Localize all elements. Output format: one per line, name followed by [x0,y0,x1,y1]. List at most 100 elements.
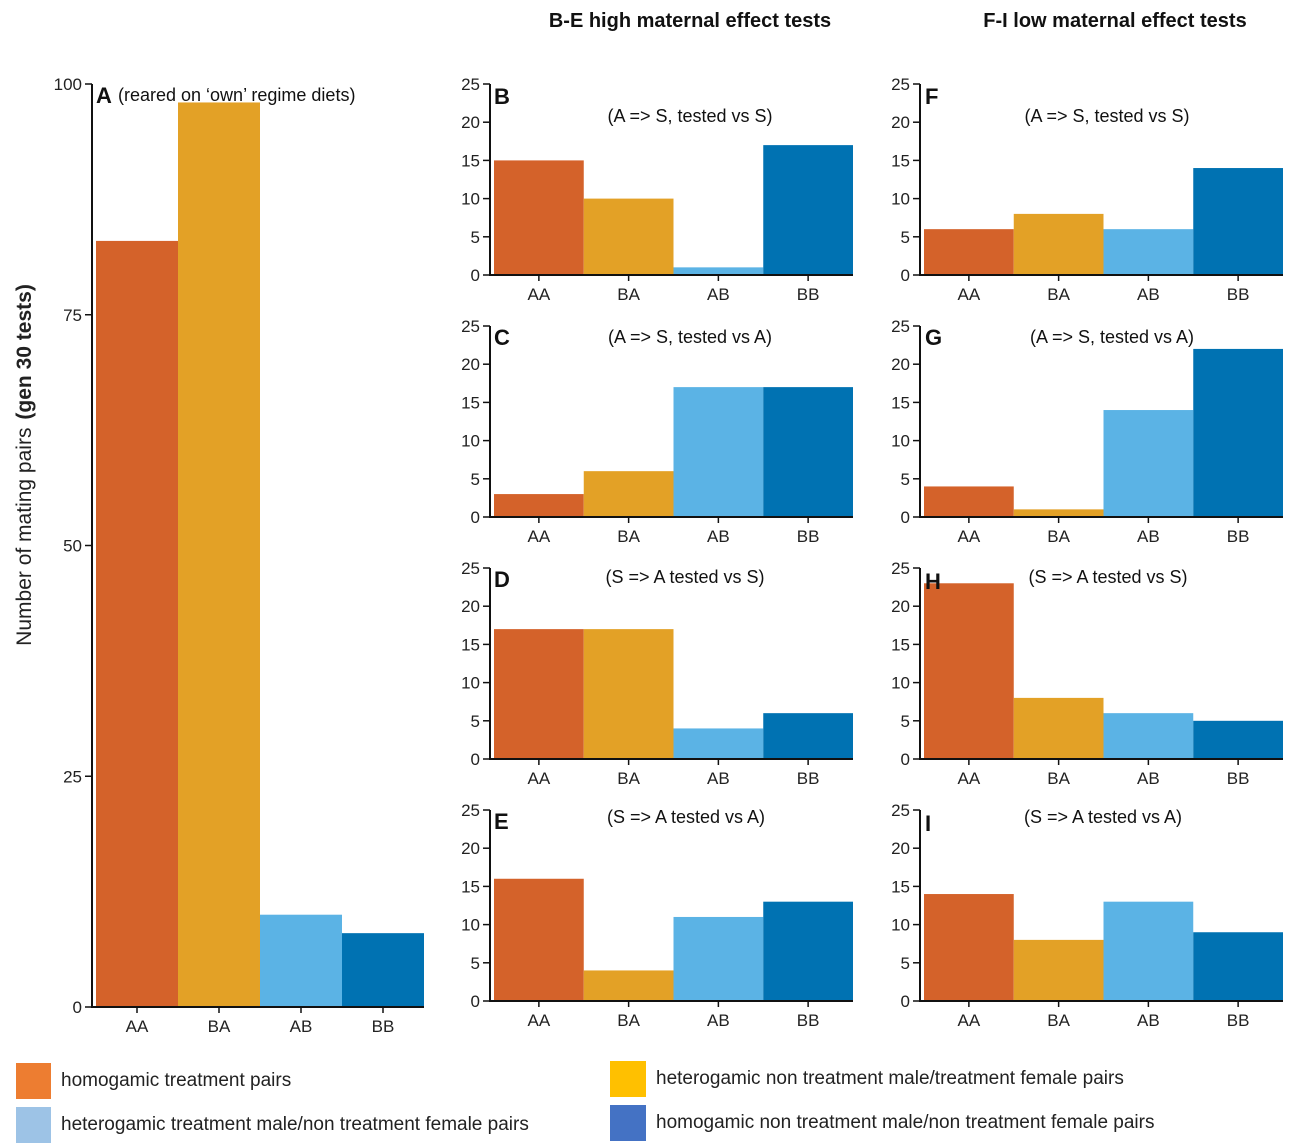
panel-e: 0 5 10 15 20 25 AA BA AB BB E (S => A tested vs A) [461,801,853,1030]
y-tick-label: 25 [891,801,910,820]
panel-d: 0 5 10 15 20 25 AA BA AB BB D (S => A tested vs S) [461,559,853,788]
bar-h-aa [924,583,1014,759]
y-tick-label: 25 [891,317,910,336]
bar-h-bb [1193,720,1283,759]
panel-h: 0 5 10 15 20 25 AA BA AB BB H (S => A tested vs S) [891,559,1283,788]
y-tick-label: 0 [73,998,82,1017]
y-tick-label: 10 [891,916,910,935]
x-tick-label: AA [528,1011,551,1030]
y-tick-label: 5 [901,712,910,731]
x-tick-label: AA [528,285,551,304]
y-tick-label: 10 [461,674,480,693]
y-tick-label: 10 [461,916,480,935]
x-tick-label: BB [372,1017,395,1036]
bar-c-ba [583,471,674,517]
bar-e-bb [763,901,853,1001]
y-tick-label: 20 [891,597,910,616]
y-tick-label: 15 [461,635,480,654]
bar-g-aa [924,486,1014,517]
bar-i-ab [1103,901,1194,1001]
x-tick-label: BA [617,527,640,546]
bar-d-bb [763,713,853,759]
x-tick-label: AB [707,1011,730,1030]
bar-d-ba [583,629,674,759]
y-tick-label: 15 [461,151,480,170]
bar-b-aa [494,160,584,275]
legend-label: homogamic treatment pairs [61,1070,292,1091]
bar-e-ab [673,916,764,1001]
panel-letter: D [494,567,510,592]
y-tick-label: 15 [461,393,480,412]
y-tick-label: 10 [891,674,910,693]
panel-letter: I [925,811,931,836]
y-tick-label: 5 [901,228,910,247]
y-tick-label: 15 [891,393,910,412]
x-tick-label: BB [1227,527,1250,546]
bar-a-aa [96,240,178,1007]
x-tick-label: BB [797,769,820,788]
panel-subtitle: (reared on ‘own’ regime diets) [118,85,355,105]
panel-letter: E [494,809,509,834]
x-tick-label: BB [1227,1011,1250,1030]
panel-subtitle: (S => A tested vs S) [605,567,764,587]
legend-swatch [610,1105,646,1141]
bar-i-ba [1013,939,1104,1001]
legend-item-heterogamic-treatment-male: heterogamic treatment male/non treatment… [16,1107,529,1143]
x-tick-label: AA [958,769,981,788]
y-tick-label: 10 [461,432,480,451]
bar-f-ab [1103,229,1194,275]
panel-g: 0 5 10 15 20 25 AA BA AB BB G (A => S, tested vs A) [891,317,1283,546]
bar-h-ba [1013,697,1104,759]
legend-label: homogamic non treatment male/non treatme… [656,1112,1155,1133]
x-tick-label: BA [1047,1011,1070,1030]
y-tick-label: 0 [471,750,480,769]
y-tick-label: 25 [461,559,480,578]
panel-letter: A [96,83,112,108]
x-tick-label: BB [1227,285,1250,304]
bar-f-bb [1193,168,1283,275]
x-tick-label: AB [1137,769,1160,788]
bar-g-bb [1193,348,1283,517]
x-tick-label: AA [528,769,551,788]
y-axis-label: Number of mating pairs (gen 30 tests) [13,284,36,646]
x-tick-label: BB [797,527,820,546]
y-tick-label: 15 [461,877,480,896]
y-tick-label: 20 [461,113,480,132]
y-tick-label: 20 [891,355,910,374]
y-tick-label: 0 [471,266,480,285]
legend-label: heterogamic non treatment male/treatment… [656,1068,1124,1089]
y-tick-label: 20 [461,597,480,616]
x-tick-label: BA [617,769,640,788]
x-tick-label: AB [290,1017,313,1036]
legend-swatch [16,1063,51,1099]
panel-f: 0 5 10 15 20 25 AA BA AB BB F (A => S, tested vs S) [891,75,1283,304]
panel-subtitle: (S => A tested vs S) [1028,567,1187,587]
bar-b-bb [763,145,853,275]
y-tick-label: 5 [471,470,480,489]
bar-g-ba [1013,509,1104,517]
y-tick-label: 5 [901,470,910,489]
x-tick-label: AA [958,1011,981,1030]
x-tick-label: AA [958,285,981,304]
y-tick-label: 15 [891,877,910,896]
bar-a-ba [178,102,260,1007]
x-tick-label: BA [1047,527,1070,546]
y-tick-label: 25 [891,75,910,94]
x-tick-label: AA [958,527,981,546]
y-tick-label: 15 [891,151,910,170]
x-tick-label: BB [1227,769,1250,788]
x-tick-label: BA [1047,285,1070,304]
legend-label: heterogamic treatment male/non treatment… [61,1114,529,1135]
legend-item-heterogamic-nontreatment-male: heterogamic non treatment male/treatment… [610,1061,1124,1097]
group-title-low: F-I low maternal effect tests [983,10,1246,32]
bar-c-ab [673,387,764,517]
panel-letter: G [925,325,942,350]
legend-swatch [610,1061,646,1097]
panel-subtitle: (S => A tested vs A) [1024,807,1182,827]
y-tick-label: 5 [471,712,480,731]
x-tick-label: AA [126,1017,149,1036]
y-tick-label: 0 [901,508,910,527]
y-tick-label: 100 [54,75,82,94]
panel-subtitle: (A => S, tested vs S) [607,106,772,126]
